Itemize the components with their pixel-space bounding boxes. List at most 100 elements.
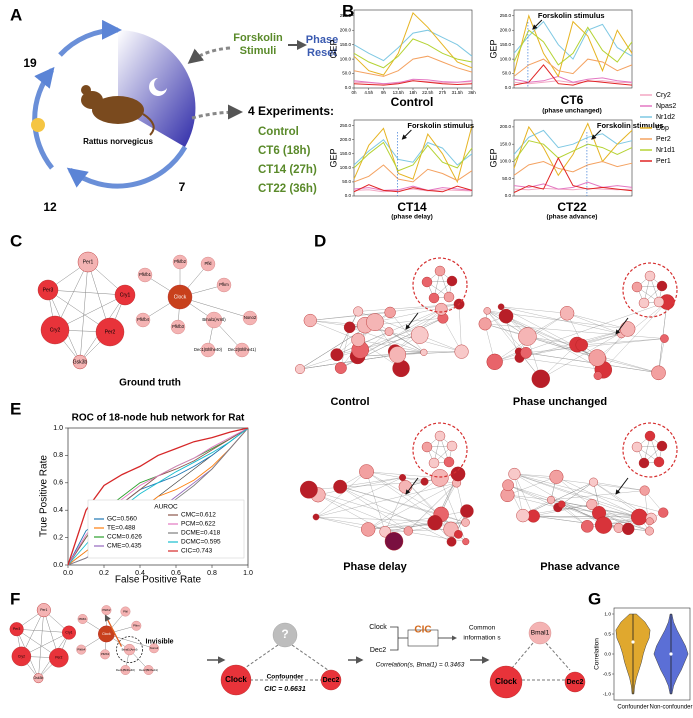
edge <box>519 357 604 370</box>
series-line <box>513 75 633 83</box>
node-label: Pfkfb1 <box>79 617 87 621</box>
node <box>443 291 455 303</box>
x-tick-label: 13.5h <box>393 90 405 95</box>
legend-label: GC=0.560 <box>107 516 137 523</box>
node <box>205 311 223 329</box>
node-label: Dec2 <box>323 677 340 684</box>
node <box>330 348 344 362</box>
chart-subtitle: (phase unchanged) <box>542 108 602 115</box>
node-label: Per1 <box>40 608 47 612</box>
node-label: Clock <box>102 632 111 636</box>
node <box>334 362 347 374</box>
dashed-arrow <box>191 104 243 120</box>
node <box>656 280 668 292</box>
edge <box>385 529 451 532</box>
node <box>645 517 654 526</box>
edge <box>514 473 534 517</box>
node-label: Dec2 <box>567 679 584 686</box>
plot-frame <box>67 427 249 566</box>
edge <box>368 482 457 530</box>
node <box>234 342 250 358</box>
edge <box>385 486 406 532</box>
node-label: Cry1 <box>120 292 131 298</box>
node <box>403 526 413 536</box>
y-tick-label: 1.0 <box>53 425 63 432</box>
plot-frame <box>353 119 473 197</box>
node <box>483 307 491 315</box>
x-tick-label: 9h <box>381 90 387 95</box>
series-line <box>353 80 473 86</box>
x-tick-label: 18h <box>409 90 417 95</box>
panel-letter: F <box>10 589 20 608</box>
series-line <box>513 129 633 155</box>
node <box>167 284 193 310</box>
node <box>443 456 455 468</box>
edge <box>317 494 409 532</box>
node-label: Per3 <box>43 287 54 293</box>
legend-label: Nr1d1 <box>656 147 675 154</box>
edge <box>485 323 665 339</box>
edge <box>514 473 557 478</box>
node-label: Pfkfb3 <box>101 652 109 656</box>
node <box>333 479 348 494</box>
node <box>76 644 87 655</box>
node <box>593 371 603 381</box>
y-axis-label: GEP <box>328 39 338 58</box>
edge <box>561 481 594 505</box>
common-label: information s <box>463 635 501 642</box>
edge <box>389 312 424 353</box>
node <box>420 477 429 486</box>
x-tick-label: 36h <box>468 90 476 95</box>
series-line <box>513 156 633 193</box>
node <box>461 518 470 527</box>
series-line <box>513 20 633 60</box>
edge <box>340 327 350 369</box>
node <box>149 643 159 654</box>
y-tick-label: 0.0 <box>604 651 611 657</box>
y-tick-label: -1.0 <box>603 691 612 697</box>
edge <box>507 476 557 496</box>
arrow <box>591 129 602 140</box>
experiment-label: Control <box>258 126 299 138</box>
median-dot <box>669 652 673 656</box>
experiment-label: CT22 (36h) <box>258 183 317 195</box>
node <box>172 254 188 270</box>
series-line <box>353 125 473 184</box>
series-line <box>353 55 473 77</box>
median-dot <box>631 640 635 644</box>
node <box>518 327 537 346</box>
edge <box>501 306 622 334</box>
x-axis-label: False Positive Rate <box>115 575 202 586</box>
edge <box>533 504 592 517</box>
edge <box>340 486 442 515</box>
edge <box>533 515 629 530</box>
panel-letter: D <box>314 231 326 250</box>
edge <box>505 316 604 370</box>
edge <box>316 516 466 542</box>
plot-frame <box>513 9 633 89</box>
node <box>135 312 151 328</box>
plot-frame <box>513 119 633 197</box>
node-label: Per3 <box>13 627 20 631</box>
hour-label: 12 <box>43 200 57 214</box>
edge <box>514 473 664 513</box>
edge <box>533 515 650 522</box>
edge <box>593 481 645 491</box>
y-tick-label: 0.0 <box>345 85 352 90</box>
node-label: Pfkfb2 <box>174 259 187 264</box>
node-label: Bmal1(Arntl) <box>122 647 138 651</box>
node <box>72 354 88 370</box>
series-line <box>513 122 633 177</box>
legend-label: PCM=0.622 <box>181 521 216 528</box>
node <box>399 474 407 481</box>
edge <box>340 486 452 542</box>
x-tick-label: 0.2 <box>99 570 109 577</box>
node <box>528 621 552 645</box>
series-line <box>513 140 633 162</box>
node <box>639 485 650 496</box>
node <box>428 457 440 469</box>
roc-curve <box>67 427 249 566</box>
experiment-label: CT6 (18h) <box>258 145 311 157</box>
chart-subtitle: (phase delay) <box>391 214 433 221</box>
node-label: Nono2 <box>150 646 159 650</box>
